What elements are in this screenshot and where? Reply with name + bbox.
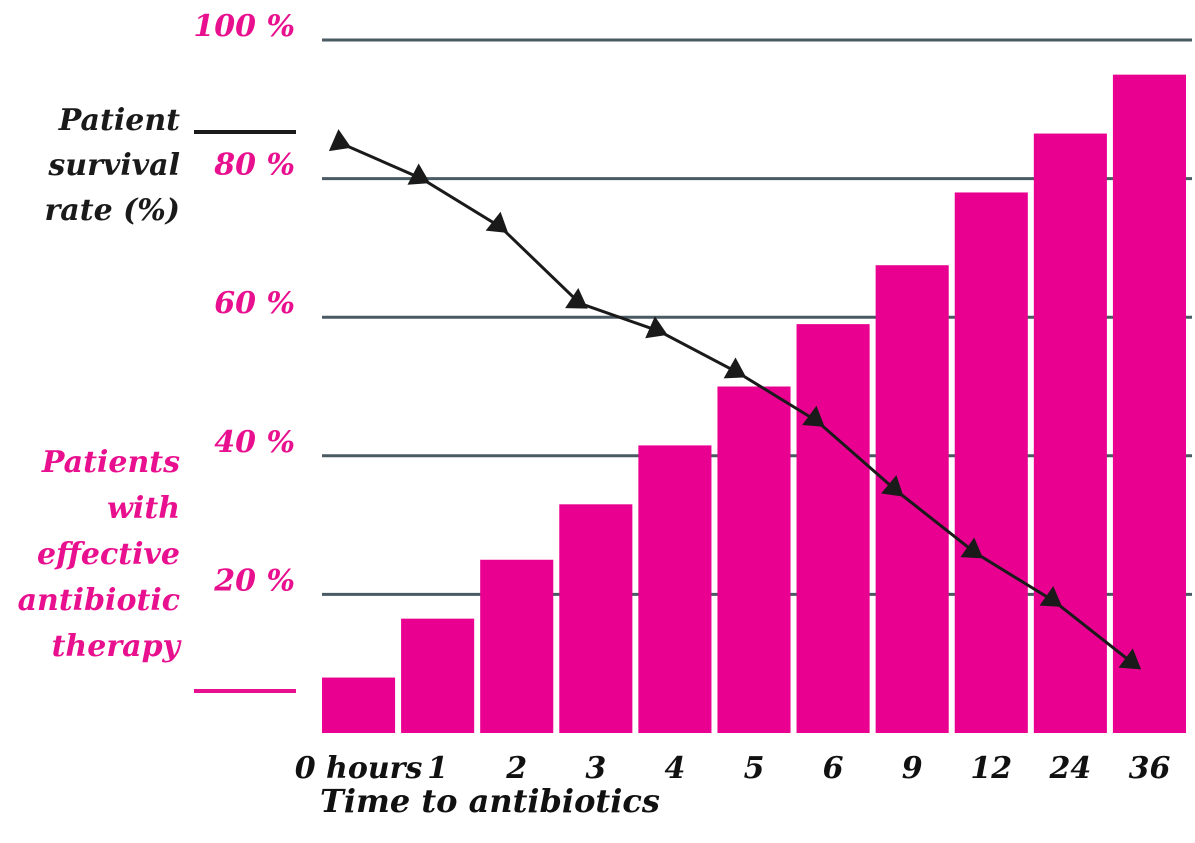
x-tick-label-3: 3 <box>585 751 606 786</box>
bar-1 <box>401 618 475 733</box>
bar-4 <box>638 445 712 733</box>
survival-marker-5 <box>723 357 747 379</box>
survival-line <box>328 129 1142 670</box>
x-tick-label-0: 0 hours <box>295 751 423 786</box>
x-tick-label-1: 1 <box>427 751 448 786</box>
survival-marker-0 <box>328 129 352 152</box>
y-tick-label-100: 100 % <box>193 9 295 44</box>
survival-marker-3 <box>565 288 588 309</box>
therapy-label-line-2: effective <box>37 537 180 572</box>
therapy-label-line-3: antibiotic <box>18 583 180 618</box>
survival-marker-6 <box>802 405 825 427</box>
survival-marker-4 <box>645 316 668 339</box>
y-tick-label-40: 40 % <box>214 425 295 460</box>
survival-marker-10 <box>1118 648 1142 670</box>
y-tick-label-80: 80 % <box>213 148 295 183</box>
survival-marker-8 <box>960 537 984 559</box>
therapy-label-line-0: Patients <box>41 445 180 480</box>
bar-6 <box>796 324 870 733</box>
survival-label-line-0: Patient <box>58 103 180 138</box>
x-tick-label-5: 5 <box>744 751 765 786</box>
bar-9 <box>1033 133 1107 733</box>
y-tick-label-60: 60 % <box>214 286 295 321</box>
survival-marker-1 <box>407 163 431 185</box>
side-legend: Patient survival rate (%) Patients with effec… <box>18 103 296 693</box>
bar-3 <box>559 504 633 733</box>
survival-label-line-1: survival <box>47 148 180 183</box>
x-category-labels: 0 hours 1 2 3 4 5 6 9 12 24 36 <box>295 751 1171 786</box>
x-tick-label-7: 9 <box>902 751 923 786</box>
y-tick-labels: 20 % 40 % 60 % 80 % 100 % <box>193 9 295 598</box>
y-tick-label-20: 20 % <box>213 563 295 598</box>
x-tick-label-10: 36 <box>1129 751 1171 786</box>
x-tick-label-4: 4 <box>664 751 685 786</box>
bar-8 <box>954 192 1028 733</box>
x-tick-label-2: 2 <box>505 751 527 786</box>
x-axis-title: Time to antibiotics <box>320 782 660 820</box>
bar-0 <box>322 677 396 733</box>
survival-marker-7 <box>881 475 904 497</box>
survival-marker-2 <box>485 211 509 234</box>
bar-10 <box>1112 74 1186 733</box>
survival-marker-9 <box>1039 585 1063 607</box>
x-tick-label-9: 24 <box>1048 751 1091 786</box>
bar-5 <box>717 386 791 733</box>
bar-7 <box>875 265 949 733</box>
survival-label-line-2: rate (%) <box>44 193 180 228</box>
bars <box>322 74 1186 733</box>
x-tick-label-8: 12 <box>970 751 1012 786</box>
x-tick-label-6: 6 <box>823 751 844 786</box>
therapy-label-line-4: therapy <box>52 629 183 664</box>
therapy-label-line-1: with <box>107 491 180 526</box>
bar-2 <box>480 559 554 733</box>
